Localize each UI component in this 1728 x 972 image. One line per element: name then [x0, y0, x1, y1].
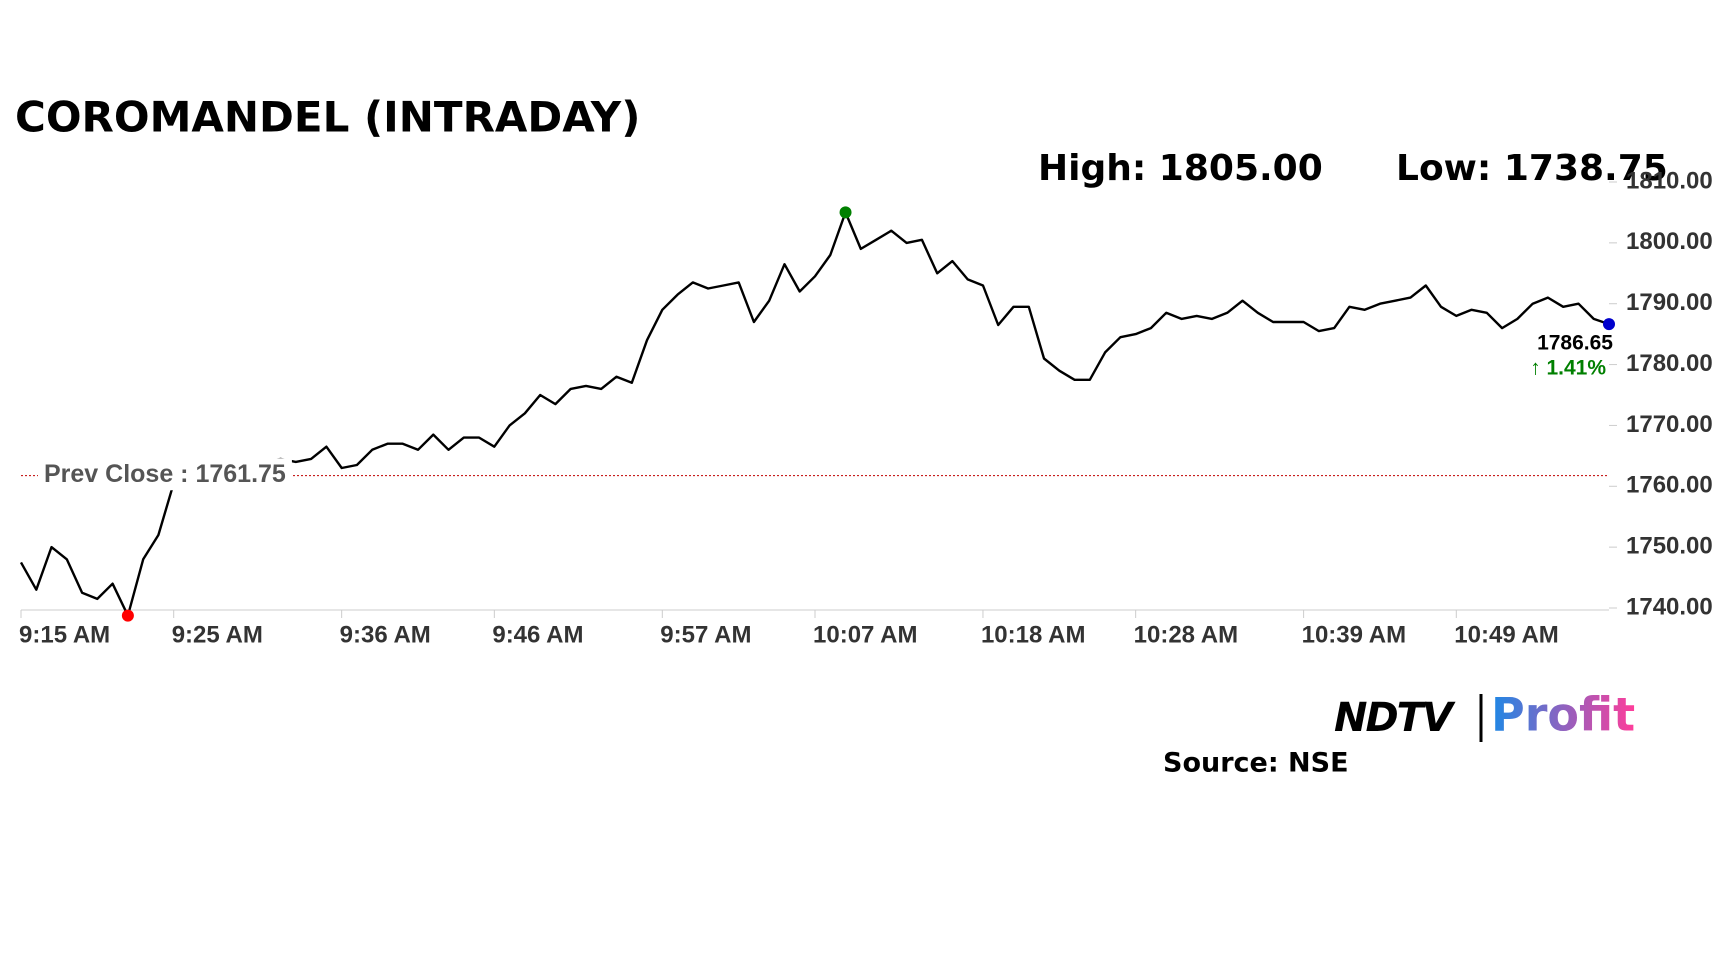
source: Source: NSE [1163, 748, 1349, 779]
x-tick-label: 10:07 AM [813, 621, 917, 648]
y-tick-label: 1760.00 [1626, 472, 1713, 499]
x-tick-label: 9:25 AM [172, 621, 263, 648]
y-tick-label: 1740.00 [1626, 593, 1713, 620]
y-tick-label: 1780.00 [1626, 350, 1713, 377]
brand-left: NDTV [1334, 695, 1456, 741]
y-tick-label: 1790.00 [1626, 289, 1713, 316]
change-label: ↑ 1.41% [1530, 357, 1606, 380]
last-marker [1603, 318, 1615, 331]
y-tick-label: 1750.00 [1626, 532, 1713, 559]
y-tick-label: 1770.00 [1626, 411, 1713, 438]
y-tick-label: 1800.00 [1626, 228, 1713, 255]
brand-right: Profit [1491, 688, 1635, 742]
x-tick-label: 10:39 AM [1302, 621, 1406, 648]
prev-close-label-bg [38, 458, 292, 491]
low-label: Low: 1738.75 [1396, 148, 1668, 189]
x-tick-label: 10:49 AM [1454, 621, 1558, 648]
low-marker [121, 609, 134, 622]
last-value-label: 1786.65 [1537, 332, 1613, 355]
x-tick-label: 10:18 AM [981, 621, 1085, 648]
x-tick-label: 9:57 AM [660, 621, 751, 648]
high-marker [839, 206, 852, 219]
x-tick-label: 9:15 AM [19, 621, 110, 648]
x-tick-label: 9:36 AM [340, 621, 431, 648]
y-tick-label: 1810.00 [1626, 167, 1713, 194]
x-tick-label: 10:28 AM [1134, 621, 1238, 648]
chart-title: COROMANDEL (INTRADAY) [15, 93, 640, 142]
prev-close-label: Prev Close : 1761.75 [44, 460, 286, 488]
x-tick-label: 9:46 AM [492, 621, 583, 648]
high-label: High: 1805.00 [1038, 148, 1323, 189]
